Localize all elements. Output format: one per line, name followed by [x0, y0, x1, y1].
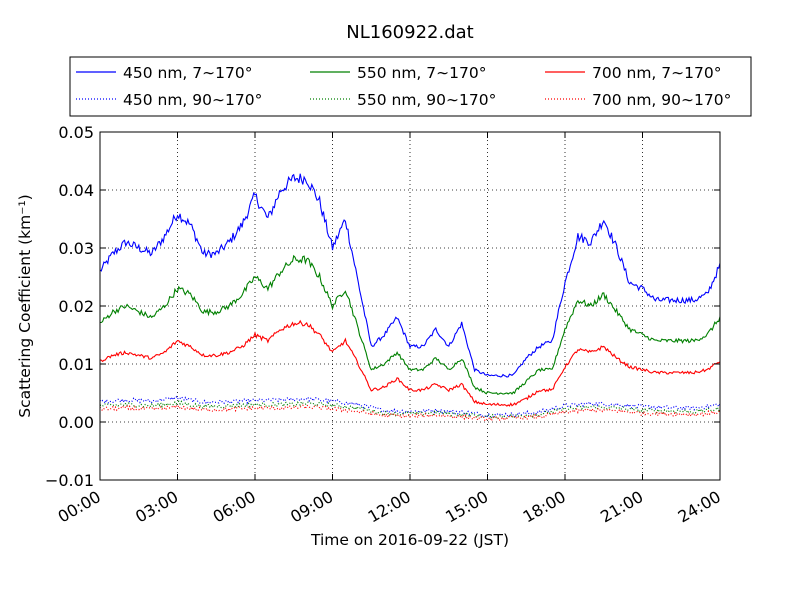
x-tick-label: 09:00 [287, 487, 336, 527]
y-tick-label: 0.03 [58, 239, 94, 258]
series-line-3 [100, 254, 721, 396]
y-tick-label: 0.02 [58, 297, 94, 316]
legend-label: 700 nm, 7∼170° [592, 64, 721, 82]
legend-label: 550 nm, 7∼170° [357, 64, 486, 82]
grid [100, 132, 720, 480]
x-tick-label: 24:00 [675, 487, 724, 527]
y-axis-label: Scattering Coefficient (km⁻¹) [16, 194, 34, 417]
series-line-4 [99, 400, 721, 421]
y-tick-label: 0.01 [58, 355, 94, 374]
plot-area [99, 173, 721, 423]
x-tick-label: 03:00 [132, 487, 181, 527]
axis-ticks: 00:00 03:00 06:00 09:00 12:00 15:00 18:00 21:00… [45, 123, 724, 527]
series-line-5 [99, 319, 721, 407]
chart-title: NL160922.dat [346, 22, 473, 43]
y-tick-label: 0.00 [58, 413, 94, 432]
x-tick-label: 12:00 [365, 487, 414, 527]
legend-label: 700 nm, 90∼170° [592, 91, 731, 109]
x-tick-label: 18:00 [520, 487, 569, 527]
x-tick-label: 00:00 [55, 487, 104, 527]
x-tick-label: 06:00 [210, 487, 259, 527]
legend: 450 nm, 7∼170° 450 nm, 90∼170° 550 nm, 7∼1… [69, 56, 752, 117]
x-tick-label: 15:00 [442, 487, 491, 527]
legend-label: 450 nm, 90∼170° [123, 91, 262, 109]
legend-label: 450 nm, 7∼170° [123, 64, 252, 82]
y-tick-label: 0.04 [58, 181, 94, 200]
legend-box [69, 56, 752, 117]
y-tick-label: 0.05 [58, 123, 94, 142]
series-line-6 [99, 403, 721, 423]
x-tick-label: 21:00 [597, 487, 646, 527]
series-line-1 [99, 173, 721, 378]
legend-label: 550 nm, 90∼170° [357, 91, 496, 109]
y-tick-label: −0.01 [45, 471, 94, 490]
x-axis-label: Time on 2016-09-22 (JST) [310, 531, 509, 549]
